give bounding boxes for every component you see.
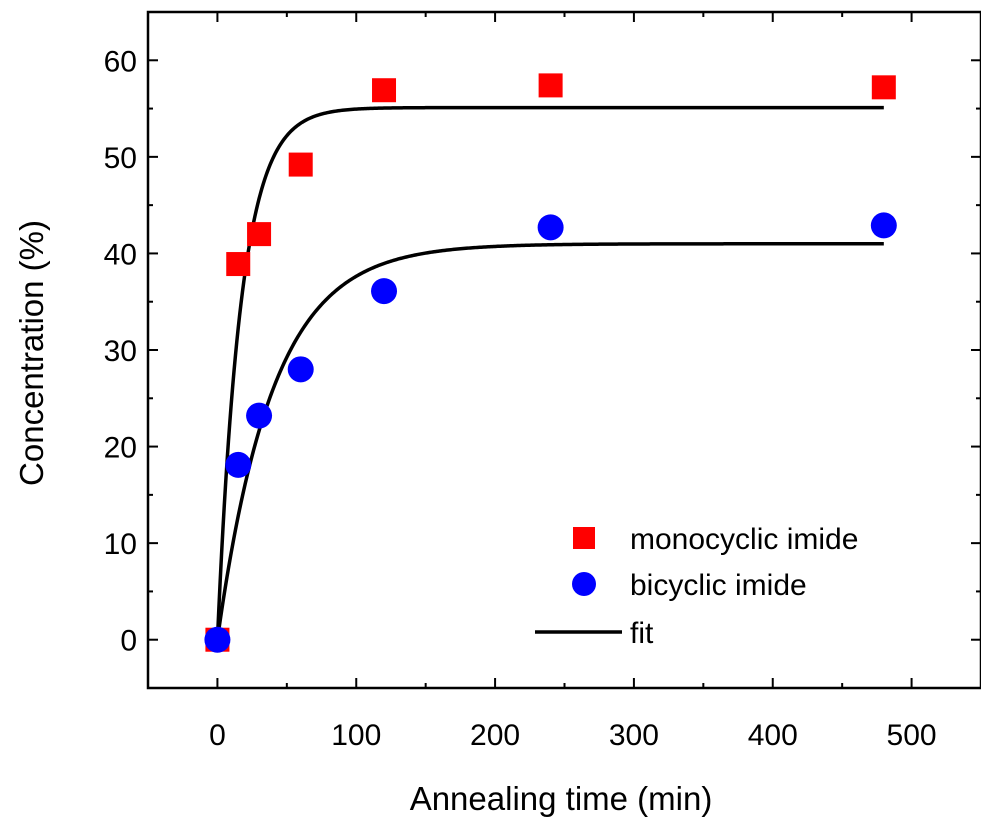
bicyclic-point [225,451,252,478]
x-tick-label: 400 [748,719,798,752]
y-tick-label: 30 [104,335,137,368]
x-axis-title: Annealing time (min) [410,780,713,817]
y-tick-label: 0 [120,625,137,658]
y-tick-label: 50 [104,142,137,175]
legend-label-bicyclic: bicyclic imide [630,569,807,602]
y-tick-label: 60 [104,45,137,78]
bicyclic-point [287,356,314,383]
data-points [204,73,897,653]
monocyclic-point [247,222,272,247]
tick-labels: 0 100 200 300 400 500 0 10 20 30 40 50 60 [104,45,937,752]
legend: monocyclic imide bicyclic imide fit [535,523,858,650]
axis-ticks [147,11,981,689]
y-tick-label: 20 [104,432,137,465]
monocyclic-point [288,152,313,177]
legend-marker-bicyclic [572,572,596,596]
fit-line-monocyclic [215,105,884,640]
legend-label-monocyclic: monocyclic imide [630,523,858,556]
x-tick-label: 100 [331,719,381,752]
x-tick-label: 300 [609,719,659,752]
monocyclic-point [871,75,896,100]
fit-line-bicyclic [215,242,884,640]
legend-marker-monocyclic [573,527,595,549]
bicyclic-point [204,626,231,653]
y-tick-label: 40 [104,238,137,271]
x-tick-label: 200 [470,719,520,752]
monocyclic-point [372,78,397,103]
legend-label-fit: fit [630,617,654,650]
y-tick-label: 10 [104,528,137,561]
plot-frame [146,10,981,690]
monocyclic-point [226,252,251,277]
x-tick-label: 0 [209,719,226,752]
monocyclic-point [538,73,563,98]
x-tick-label: 500 [887,719,937,752]
bicyclic-point [537,214,564,241]
bicyclic-point [870,212,897,239]
y-axis-title: Concentration (%) [13,220,50,486]
fit-curves [215,105,884,640]
bicyclic-point [246,402,273,429]
bicyclic-point [371,278,398,305]
